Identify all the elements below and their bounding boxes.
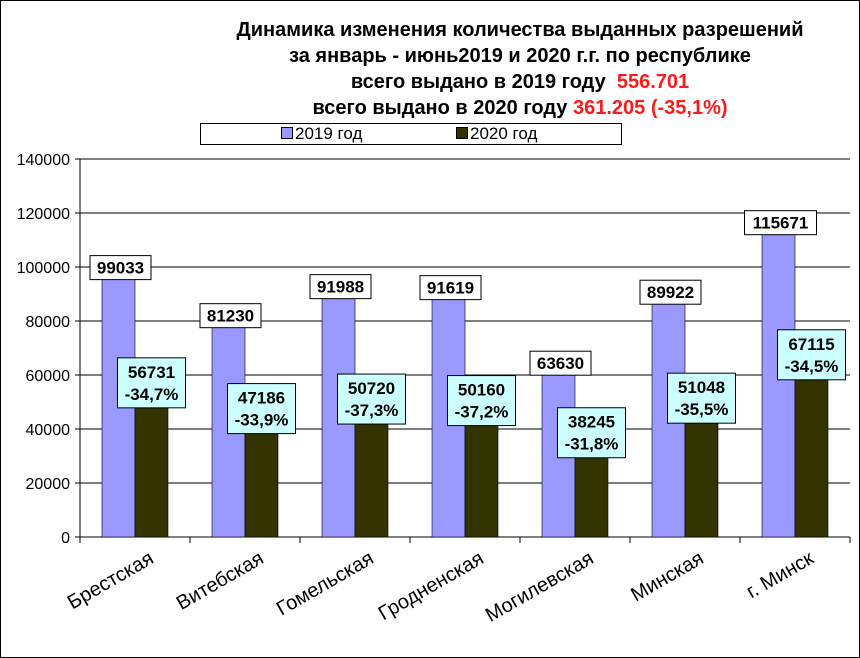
label-2020-box	[337, 373, 406, 425]
category-label: Могилевская	[482, 547, 598, 626]
data-label-2020-change: -34,5%	[785, 357, 839, 376]
chart-title-line1: Динамика изменения количества выданных р…	[236, 19, 804, 41]
total-2020-value: 361.205 (-35,1%)	[572, 97, 728, 119]
label-2020-box	[447, 375, 516, 427]
y-tick-label: 20000	[26, 476, 71, 493]
chart-title-line2: за январь - июнь2019 и 2020 г.г. по респ…	[289, 45, 751, 67]
category-label: Гомельская	[273, 547, 378, 620]
legend-label-2020: 2020 год	[470, 124, 538, 143]
bar-2020	[794, 355, 829, 538]
chart-title-line3: всего выдано в 2019 году 556.701	[180, 70, 860, 94]
legend-swatch-2019	[281, 127, 293, 139]
data-label-2020-value: 56731	[128, 363, 175, 382]
data-label-2019: 63630	[537, 354, 584, 373]
label-2020-box	[557, 407, 626, 459]
data-label-2020-value: 51048	[678, 378, 725, 397]
y-tick-label: 120000	[17, 206, 70, 223]
chart-legend: 2019 год 2020 год	[200, 123, 622, 145]
data-label-2020-value: 50160	[458, 381, 505, 400]
legend-label-2019: 2019 год	[295, 124, 363, 143]
data-label-2019: 81230	[207, 307, 254, 326]
bar-2019	[761, 224, 796, 538]
y-tick-label: 40000	[26, 422, 71, 439]
label-2020-box	[777, 329, 846, 381]
label-2019-box	[419, 275, 482, 301]
legend-item-2020: 2020 год	[456, 124, 537, 144]
bar-2020	[134, 383, 169, 538]
y-tick-label: 80000	[26, 314, 71, 331]
label-2019-box	[309, 274, 372, 300]
data-label-2019: 91988	[317, 278, 364, 297]
data-label-2020-value: 38245	[568, 413, 615, 432]
y-tick-label: 140000	[17, 152, 70, 169]
data-label-2020-value: 67115	[788, 335, 834, 354]
y-tick-label: 0	[61, 530, 70, 547]
chart-title-line4: всего выдано в 2020 году 361.205 (-35,1%…	[180, 96, 860, 120]
label-2020-box	[667, 372, 736, 424]
data-label-2019: 91619	[427, 279, 474, 298]
label-2020-box	[227, 383, 296, 435]
label-2019-box	[529, 350, 592, 376]
data-label-2020-change: -34,7%	[125, 385, 179, 404]
label-2019-box	[639, 279, 702, 305]
data-label-2019: 99033	[97, 259, 144, 278]
total-2020-label: всего выдано в 2020 году	[312, 97, 568, 119]
data-label-2020-change: -35,5%	[675, 400, 729, 419]
data-label-2020-change: -37,3%	[345, 401, 399, 420]
data-label-2020-change: -33,9%	[235, 411, 289, 430]
total-2019-value: 556.701	[616, 71, 690, 93]
y-tick-label: 100000	[17, 260, 70, 277]
category-label: г. Минск	[743, 547, 818, 603]
legend-item-2019: 2019 год	[281, 124, 362, 144]
data-label-2020-change: -31,8%	[565, 435, 619, 454]
data-label-2019: 89922	[647, 283, 694, 302]
data-label-2020-value: 50720	[348, 379, 395, 398]
data-label-2020-value: 47186	[238, 389, 285, 408]
data-label-2019: 115671	[753, 214, 809, 233]
legend-swatch-2020	[456, 127, 468, 139]
label-2019-box	[744, 210, 817, 236]
label-2019-box	[199, 303, 262, 329]
category-label: Витебская	[173, 547, 268, 614]
label-2019-box	[89, 255, 152, 281]
category-label: Брестская	[64, 547, 158, 614]
total-2019-label: всего выдано в 2019 году	[350, 71, 606, 93]
data-label-2020-change: -37,2%	[455, 403, 509, 422]
category-label: Гродненская	[375, 547, 488, 625]
y-tick-label: 60000	[26, 368, 71, 385]
category-label: Минская	[627, 547, 707, 606]
label-2020-box	[117, 357, 186, 409]
